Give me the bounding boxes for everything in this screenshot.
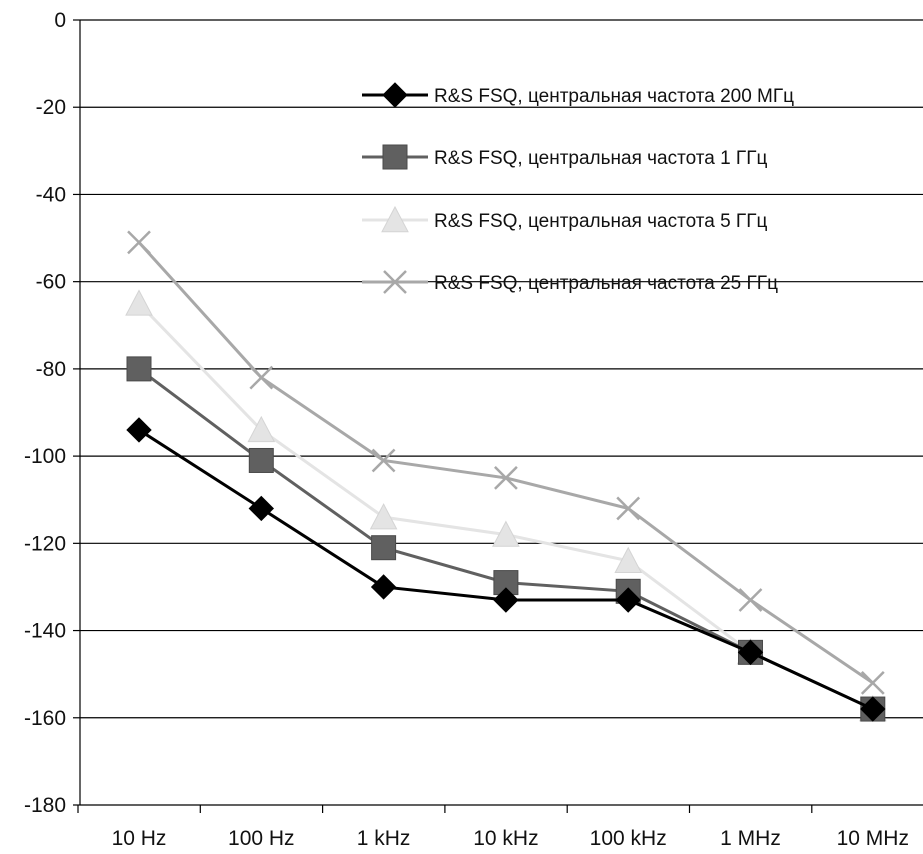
axes <box>73 19 923 813</box>
legend-item: R&S FSQ, центральная частота 1 ГГц <box>362 144 767 170</box>
diamond-marker <box>737 639 764 666</box>
triangle-marker <box>492 520 520 547</box>
y-tick-label: 0 <box>54 9 66 32</box>
x-tick-label: 10 Hz <box>112 827 167 850</box>
series <box>125 230 887 722</box>
triangle-marker <box>125 289 153 316</box>
diamond-marker <box>126 417 152 443</box>
triangle-marker <box>614 546 643 573</box>
diamond-marker <box>493 587 519 613</box>
diamond-marker <box>382 82 408 108</box>
legend-label: R&S FSQ, центральная частота 200 МГц <box>434 86 794 107</box>
y-tick-label: -100 <box>24 445 66 468</box>
y-tick-label: -140 <box>24 620 66 643</box>
series-1 <box>126 417 886 722</box>
legend-item: R&S FSQ, центральная частота 5 ГГц <box>362 205 767 233</box>
square-marker <box>382 144 408 170</box>
diamond-marker <box>248 495 275 522</box>
x-marker <box>371 448 396 473</box>
diamond-marker <box>615 587 641 613</box>
diamond-marker <box>370 574 397 600</box>
legend-label: R&S FSQ, центральная частота 1 ГГц <box>434 148 767 169</box>
x-marker <box>616 496 641 521</box>
legend-label: R&S FSQ, центральная частота 5 ГГц <box>434 211 767 232</box>
legend-item: R&S FSQ, центральная частота 25 ГГц <box>362 270 778 294</box>
triangle-marker <box>381 205 409 233</box>
y-tick-label: -60 <box>36 271 66 294</box>
legend-item: R&S FSQ, центральная частота 200 МГц <box>362 82 794 108</box>
x-marker <box>738 588 763 612</box>
legend-label: R&S FSQ, центральная частота 25 ГГц <box>434 273 778 294</box>
triangle-marker <box>369 503 398 530</box>
x-tick-label: 100 Hz <box>228 827 295 850</box>
x-tick-label: 10 kHz <box>473 827 538 850</box>
x-tick-label: 1 kHz <box>357 827 411 850</box>
triangle-marker <box>247 415 276 443</box>
series-4 <box>127 230 885 695</box>
x-marker <box>494 466 518 490</box>
y-tick-label: -40 <box>36 183 66 206</box>
square-marker <box>248 447 274 473</box>
x-tick-labels: 10 Hz 100 Hz 1 kHz 10 kHz 100 kHz 1 MHz 10 MHz <box>112 827 909 850</box>
legend: R&S FSQ, центральная частота 200 МГц R&S … <box>362 82 794 294</box>
diamond-marker <box>860 696 886 722</box>
x-marker <box>249 365 274 390</box>
y-tick-label: -80 <box>36 358 66 381</box>
y-tick-labels: 0 -20 -40 -60 -80 -100 -120 -140 -160 -180 <box>24 9 66 817</box>
y-tick-label: -20 <box>36 96 66 119</box>
x-marker <box>127 230 151 255</box>
x-marker <box>860 671 885 695</box>
y-tick-label: -160 <box>24 707 66 730</box>
x-tick-label: 10 MHz <box>837 827 909 850</box>
square-marker <box>371 535 397 561</box>
x-marker <box>383 270 407 294</box>
y-tick-label: -120 <box>24 532 66 555</box>
x-tick-label: 1 MHz <box>720 827 781 850</box>
grid-lines <box>80 19 923 719</box>
x-tick-label: 100 kHz <box>590 827 667 850</box>
y-tick-label: -180 <box>24 794 66 817</box>
square-marker <box>126 356 152 382</box>
